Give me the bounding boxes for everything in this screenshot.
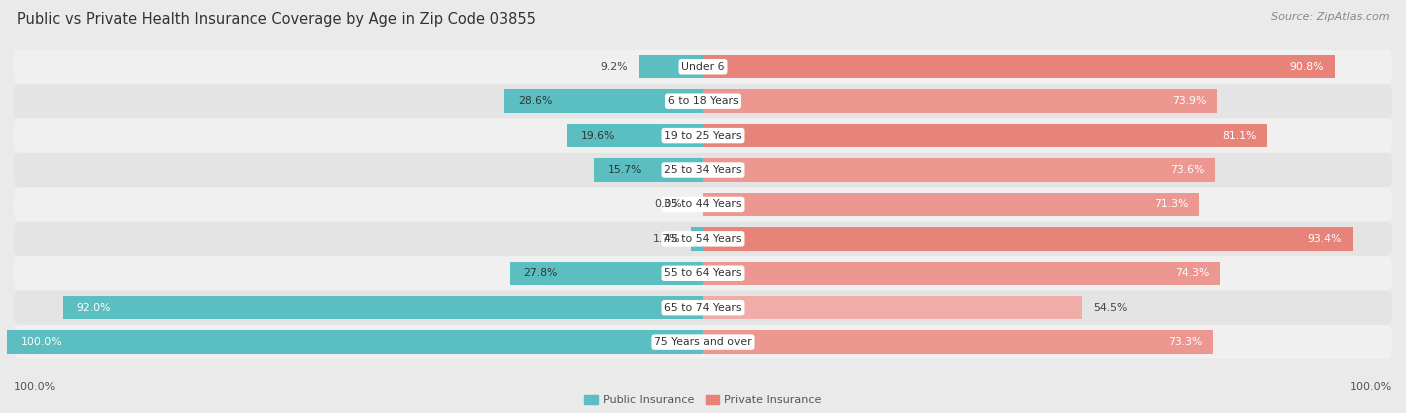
Text: 55 to 64 Years: 55 to 64 Years [664, 268, 742, 278]
Text: 71.3%: 71.3% [1154, 199, 1188, 209]
Text: 19 to 25 Years: 19 to 25 Years [664, 131, 742, 140]
Text: 25 to 34 Years: 25 to 34 Years [664, 165, 742, 175]
FancyBboxPatch shape [14, 256, 1392, 290]
Text: 6 to 18 Years: 6 to 18 Years [668, 96, 738, 106]
Text: 65 to 74 Years: 65 to 74 Years [664, 303, 742, 313]
Bar [593, 158, 703, 182]
Text: 15.7%: 15.7% [607, 165, 643, 175]
Text: 27.8%: 27.8% [523, 268, 558, 278]
Bar [703, 330, 1213, 354]
Text: Under 6: Under 6 [682, 62, 724, 72]
FancyBboxPatch shape [14, 153, 1392, 187]
Bar [703, 227, 1353, 251]
Text: 9.2%: 9.2% [600, 62, 628, 72]
Bar [509, 261, 703, 285]
Text: 28.6%: 28.6% [517, 96, 553, 106]
Text: 75 Years and over: 75 Years and over [654, 337, 752, 347]
Text: 81.1%: 81.1% [1222, 131, 1257, 140]
FancyBboxPatch shape [14, 119, 1392, 152]
FancyBboxPatch shape [14, 84, 1392, 118]
Bar [692, 227, 703, 251]
FancyBboxPatch shape [14, 222, 1392, 256]
FancyBboxPatch shape [14, 291, 1392, 325]
Text: 73.3%: 73.3% [1167, 337, 1202, 347]
Text: 100.0%: 100.0% [1350, 382, 1392, 392]
FancyBboxPatch shape [14, 188, 1392, 221]
Text: 73.6%: 73.6% [1170, 165, 1204, 175]
Bar [703, 193, 1199, 216]
Bar [703, 296, 1083, 319]
Bar [638, 55, 703, 78]
Bar [703, 90, 1218, 113]
Bar [703, 124, 1267, 147]
Text: 73.9%: 73.9% [1171, 96, 1206, 106]
Text: 100.0%: 100.0% [14, 382, 56, 392]
Bar [7, 330, 703, 354]
Bar [567, 124, 703, 147]
Bar [703, 55, 1334, 78]
Text: Source: ZipAtlas.com: Source: ZipAtlas.com [1271, 12, 1389, 22]
Legend: Public Insurance, Private Insurance: Public Insurance, Private Insurance [579, 390, 827, 410]
Bar [503, 90, 703, 113]
Text: 35 to 44 Years: 35 to 44 Years [664, 199, 742, 209]
Bar [703, 261, 1220, 285]
Text: 54.5%: 54.5% [1094, 303, 1128, 313]
FancyBboxPatch shape [14, 50, 1392, 84]
Text: 93.4%: 93.4% [1308, 234, 1341, 244]
Text: 1.7%: 1.7% [652, 234, 681, 244]
FancyBboxPatch shape [14, 325, 1392, 359]
Bar [703, 158, 1215, 182]
Text: 100.0%: 100.0% [21, 337, 63, 347]
Text: Public vs Private Health Insurance Coverage by Age in Zip Code 03855: Public vs Private Health Insurance Cover… [17, 12, 536, 27]
Text: 92.0%: 92.0% [77, 303, 111, 313]
Text: 19.6%: 19.6% [581, 131, 614, 140]
Text: 45 to 54 Years: 45 to 54 Years [664, 234, 742, 244]
Text: 74.3%: 74.3% [1174, 268, 1209, 278]
Text: 0.0%: 0.0% [654, 199, 682, 209]
Text: 90.8%: 90.8% [1289, 62, 1324, 72]
Bar [63, 296, 703, 319]
